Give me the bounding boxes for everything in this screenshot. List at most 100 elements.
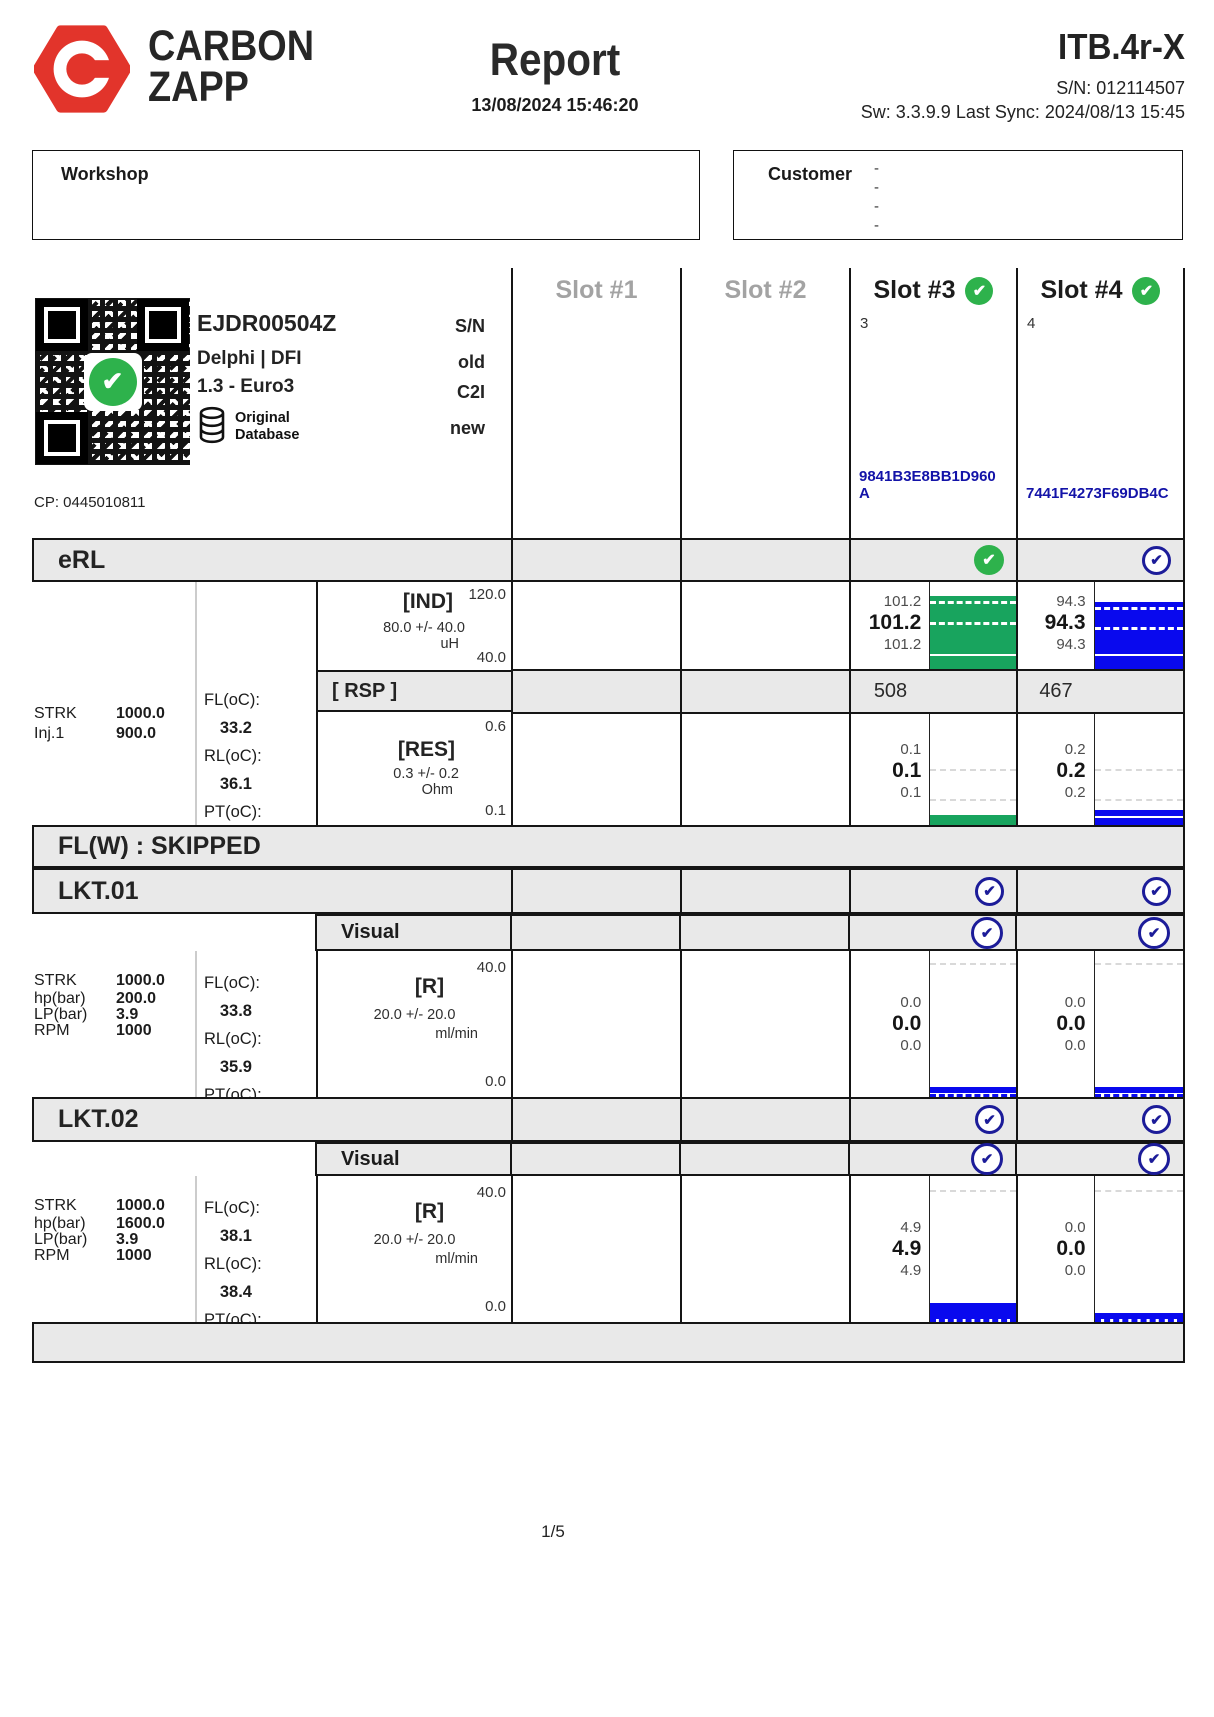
- r-bar-chart: [1093, 1176, 1183, 1322]
- temp-key: RL(oC):: [204, 1255, 262, 1273]
- injector-brand: Delphi | DFI: [197, 348, 302, 369]
- value-min: 0.1: [900, 783, 922, 801]
- slot3-title-wrap: Slot #3: [851, 268, 1016, 305]
- erl-slot2-res: [682, 714, 849, 825]
- customer-label: Customer: [768, 164, 853, 184]
- temp-key: FL(oC):: [204, 974, 260, 992]
- param-value: 1000.0: [116, 972, 165, 989]
- value-max: 101.2: [883, 593, 922, 610]
- value-avg: 0.0: [1056, 1012, 1086, 1035]
- param-key: hp(bar): [34, 990, 86, 1007]
- erl-slot1-column: [511, 582, 680, 825]
- ind-bar-chart: [929, 582, 1016, 669]
- lkt01-r-spec: [R] 20.0 +/- 20.0 ml/min 40.0 0.0: [316, 951, 511, 1097]
- customer-line: -: [874, 160, 879, 177]
- scale-low: 40.0: [476, 649, 506, 666]
- erl-slot2-status: [680, 540, 849, 580]
- customer-line: -: [874, 179, 879, 196]
- customer-details: - - - -: [874, 159, 879, 235]
- section-lkt02-body: STRK 1000.0 hp(bar) 1600.0 LP(bar) 3.9 RPM 1…: [32, 1176, 1185, 1357]
- temp-key: FL(oC):: [204, 691, 260, 709]
- test-unit: uH: [440, 636, 459, 652]
- test-unit: ml/min: [435, 1026, 478, 1042]
- lkt02-visual-bar: Visual: [315, 1142, 1185, 1176]
- param-key: RPM: [34, 1022, 70, 1039]
- database-icon: [197, 406, 227, 451]
- test-name: [ RSP ]: [332, 679, 398, 702]
- erl-slot1-status: [511, 540, 680, 580]
- brand-line-2: ZAPP: [148, 63, 249, 111]
- test-tolerance: 80.0 +/- 40.0: [383, 620, 465, 636]
- test-unit: ml/min: [435, 1251, 478, 1267]
- database-label-1: Original: [235, 410, 290, 426]
- lkt01-visual-bar: Visual: [315, 914, 1185, 951]
- temp-value: 35.9: [219, 1058, 252, 1076]
- slot3-index: 3: [860, 315, 869, 332]
- value-max: 4.9: [900, 1219, 922, 1236]
- param-value: 3.9: [116, 1006, 139, 1023]
- lkt02-params: STRK 1000.0 hp(bar) 1600.0 LP(bar) 3.9 RPM 1…: [34, 1196, 165, 1264]
- value-min: 0.0: [1064, 1262, 1086, 1279]
- param-key: hp(bar): [34, 1215, 86, 1232]
- injector-euro-class: 1.3 - Euro3: [197, 376, 295, 397]
- erl-slot4-column: 94.3 94.3 94.3 467 0.2: [1016, 582, 1185, 825]
- brand-name: CARBON ZAPP: [148, 25, 314, 111]
- erl-slot3-rsp: 508: [851, 668, 1016, 714]
- customer-line: -: [874, 198, 879, 215]
- value-min: 94.3: [1056, 636, 1086, 653]
- scale-high: 40.0: [476, 959, 506, 976]
- param-key: RPM: [34, 1247, 70, 1264]
- lkt01-visual-row: Visual: [32, 914, 1185, 951]
- lkt01-params: STRK 1000.0 hp(bar) 200.0 LP(bar) 3.9 RPM 10…: [34, 971, 165, 1039]
- rsp-value: 467: [1039, 679, 1073, 702]
- r-values: 0.0 0.0 0.0: [1018, 951, 1094, 1097]
- test-name: [IND]: [402, 590, 453, 613]
- temp-key: RL(oC):: [204, 1030, 262, 1048]
- res-bar-chart: [1093, 713, 1183, 825]
- param-value: 900.0: [116, 725, 157, 742]
- ind-values: 101.2 101.2 101.2: [851, 582, 929, 669]
- page-number: 1/5: [541, 1522, 565, 1541]
- temp-key: FL(oC):: [204, 1199, 260, 1217]
- slot4-injector-sn: 7441F4273F69DB4C: [1026, 485, 1169, 502]
- qr-code: [32, 295, 193, 468]
- field-label-c2i: C2I: [456, 382, 485, 402]
- ind-values: 94.3 94.3 94.3: [1018, 582, 1094, 669]
- lkt02-r-spec: [R] 20.0 +/- 20.0 ml/min 40.0 0.0: [316, 1176, 511, 1322]
- section-lkt01-title: LKT.01: [58, 876, 139, 905]
- lkt01-slot4-cell: 0.0 0.0 0.0: [1016, 951, 1185, 1097]
- value-max: 0.1: [900, 740, 922, 758]
- injector-code: EJDR00504Z: [197, 310, 337, 336]
- check-icon: [971, 1143, 1004, 1175]
- test-name: [R]: [414, 975, 445, 998]
- value-min: 4.9: [900, 1262, 922, 1279]
- value-avg: 0.1: [892, 758, 922, 782]
- section-footer-bar: [32, 1322, 1185, 1363]
- check-icon: [1132, 276, 1161, 305]
- qr-verified-badge: [83, 352, 142, 411]
- scale-high: 40.0: [476, 1184, 506, 1201]
- value-avg: 4.9: [892, 1237, 922, 1260]
- erl-slot3-ind: 101.2 101.2 101.2: [851, 582, 1016, 669]
- section-lkt01-body: STRK 1000.0 hp(bar) 200.0 LP(bar) 3.9 RPM 10…: [32, 951, 1185, 1132]
- carbonzapp-logo-icon: [32, 22, 132, 121]
- visual-label: Visual: [341, 921, 400, 943]
- check-icon: [88, 357, 137, 406]
- customer-line: -: [874, 217, 879, 234]
- erl-res-spec: [RES] 0.3 +/- 0.2 Ohm 0.6 0.1: [318, 712, 511, 825]
- value-min: 0.0: [1064, 1037, 1086, 1054]
- lkt02-visual-row: Visual: [32, 1142, 1185, 1176]
- erl-slot2-column: [680, 582, 849, 825]
- slot4-header-cell: Slot #4 4 7441F4273F69DB4C: [1016, 268, 1185, 538]
- section-lkt01-header: LKT.01: [32, 868, 1185, 914]
- lkt02-slot3-status: [849, 1099, 1016, 1140]
- customer-box: Customer - - - -: [733, 150, 1183, 240]
- erl-ind-spec: [IND] 80.0 +/- 40.0 uH 120.0 40.0: [318, 582, 511, 670]
- scale-low: 0.0: [485, 1298, 506, 1315]
- erl-slot1-res: [513, 714, 680, 825]
- value-max: 0.0: [900, 994, 922, 1011]
- visual-slot2: [679, 916, 848, 949]
- check-icon: [1142, 545, 1171, 575]
- software-version: Sw: 3.3.9.9 Last Sync: 2024/08/13 15:45: [860, 102, 1185, 122]
- test-name: [R]: [414, 1200, 445, 1223]
